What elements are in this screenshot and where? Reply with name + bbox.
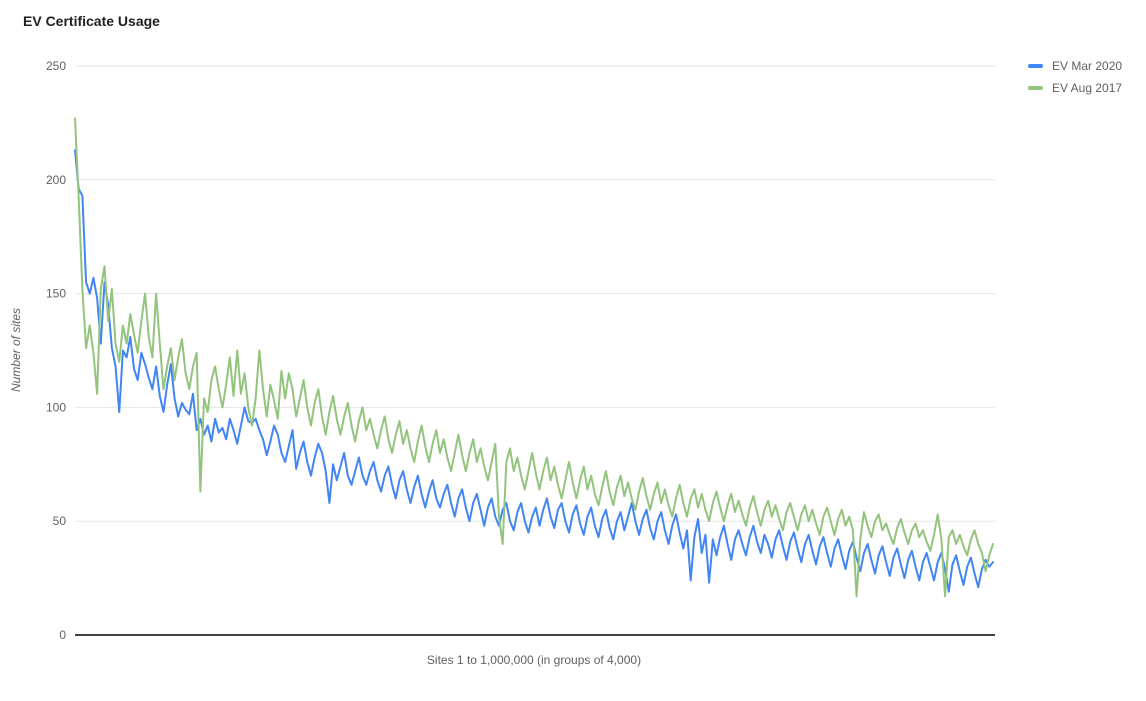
legend-swatch-green-icon — [1028, 85, 1043, 90]
legend-item-ev-mar-2020: EV Mar 2020 — [1028, 57, 1122, 74]
legend-label: EV Mar 2020 — [1052, 58, 1123, 73]
y-tick-label: 250 — [46, 59, 66, 73]
series-line-ev-mar-2020 — [74, 149, 994, 593]
y-tick-label: 100 — [46, 400, 66, 414]
y-tick-label: 50 — [53, 514, 67, 528]
x-axis-title: Sites 1 to 1,000,000 (in groups of 4,000… — [426, 653, 642, 667]
y-tick-label: 200 — [46, 173, 66, 187]
chart-title: EV Certificate Usage — [23, 13, 160, 29]
y-tick-label: 150 — [46, 287, 66, 301]
legend-swatch-blue-icon — [1028, 63, 1043, 68]
series-line-ev-aug-2017 — [74, 117, 994, 598]
legend-item-ev-aug-2017: EV Aug 2017 — [1028, 79, 1122, 96]
legend: EV Mar 2020 EV Aug 2017 — [1028, 57, 1122, 96]
y-tick-label: 0 — [59, 628, 66, 642]
legend-label: EV Aug 2017 — [1052, 80, 1123, 95]
